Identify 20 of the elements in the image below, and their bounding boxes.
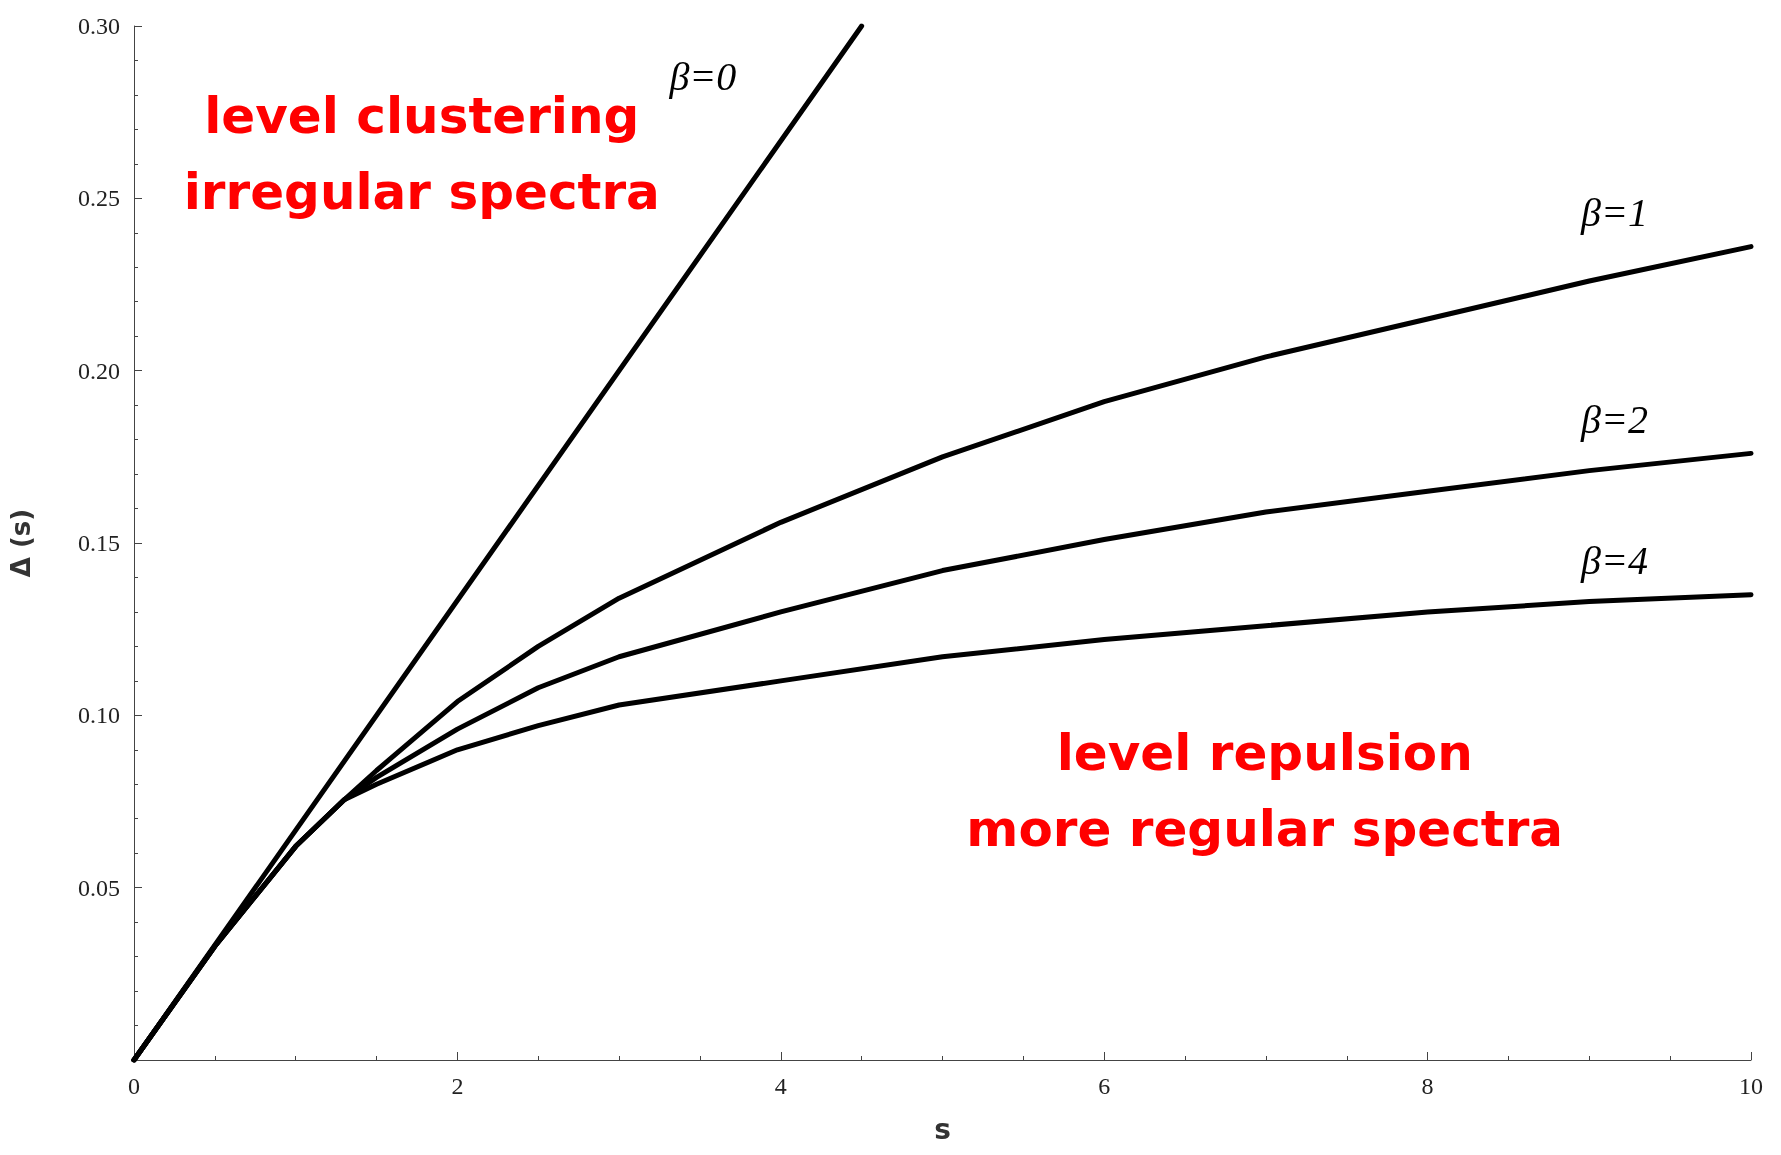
series-label: β=4 — [1580, 538, 1648, 584]
y-tick-label: 0.20 — [78, 357, 120, 384]
y-tick-label: 0.05 — [78, 874, 120, 901]
annotation: level repulsion more regular spectra — [966, 724, 1564, 859]
x-tick-label: 8 — [1421, 1073, 1434, 1099]
y-axis-title: Δ (s) — [6, 508, 36, 578]
x-tick-label: 0 — [128, 1073, 140, 1099]
series-label: β=0 — [668, 53, 737, 99]
x-tick-label: 2 — [451, 1073, 464, 1099]
series-label: β=1 — [1580, 190, 1648, 236]
y-tick-label: 0.10 — [78, 702, 120, 729]
x-tick-label: 6 — [1098, 1073, 1111, 1099]
y-tick-label: 0.30 — [78, 13, 120, 39]
y-tick-label: 0.25 — [78, 185, 120, 212]
y-tick-label: 0.15 — [78, 530, 120, 556]
annotation: level clustering irregular spectra — [183, 86, 660, 221]
x-tick-label: 4 — [774, 1073, 787, 1099]
series-label: β=2 — [1580, 396, 1648, 442]
x-axis-title: s — [934, 1112, 951, 1146]
x-tick-label: 10 — [1739, 1073, 1763, 1099]
